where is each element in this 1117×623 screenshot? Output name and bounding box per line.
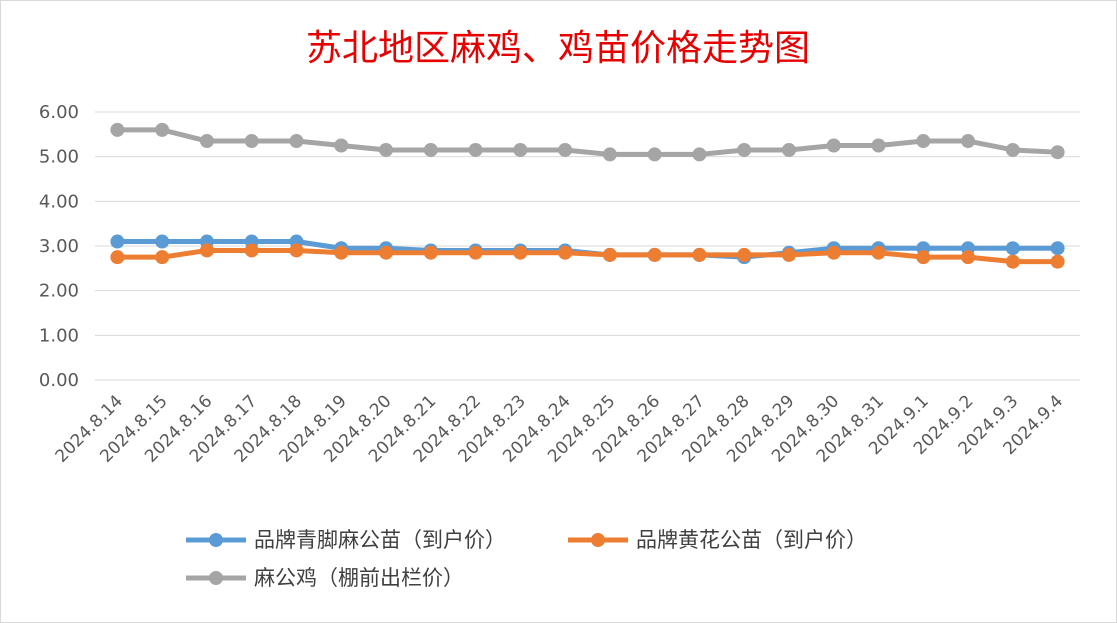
legend-label: 品牌黄花公苗（到户价） [636,528,867,552]
data-point [558,245,573,260]
data-point [468,142,483,157]
data-point [334,138,349,153]
y-tick-label: 4.00 [39,191,79,212]
series-line [114,247,1061,265]
gridlines [95,111,1080,381]
chart-title: 苏北地区麻鸡、鸡苗价格走势图 [306,28,810,69]
data-point [110,122,125,137]
series-lines [110,122,1065,269]
data-point [289,243,304,258]
data-point [826,138,841,153]
data-point [871,138,886,153]
data-point [737,247,752,262]
data-point [826,245,841,260]
data-point [1005,241,1020,256]
y-tick-label: 3.00 [39,236,79,257]
data-point [244,243,259,258]
y-tick-label: 5.00 [39,147,79,168]
y-tick-label: 0.00 [39,370,79,391]
series-line [114,127,1061,157]
legend-item: 品牌青脚麻公苗（到户价） [186,528,506,552]
data-point [244,134,259,149]
data-point [1050,241,1065,256]
data-point [1050,145,1065,160]
data-point [737,142,752,157]
data-point [1050,254,1065,269]
legend-swatch-marker [591,533,605,547]
legend-item: 麻公鸡（棚前出栏价） [186,566,464,590]
y-tick-label: 6.00 [39,102,79,123]
data-point [199,134,214,149]
data-point [647,247,662,262]
data-point [781,247,796,262]
data-point [961,134,976,149]
legend-label: 麻公鸡（棚前出栏价） [254,566,464,590]
data-point [199,243,214,258]
legend-swatch-marker [209,533,223,547]
data-point [379,245,394,260]
data-point [513,142,528,157]
data-point [289,134,304,149]
data-point [692,147,707,162]
y-tick-label: 1.00 [39,325,79,346]
data-point [1005,142,1020,157]
legend-item: 品牌黄花公苗（到户价） [568,528,867,552]
data-point [379,142,394,157]
data-point [110,234,125,249]
data-point [1005,254,1020,269]
legend-swatch-marker [209,571,223,585]
data-point [781,142,796,157]
data-point [155,122,170,137]
data-point [602,147,617,162]
data-point [423,245,438,260]
y-axis-ticks: 0.00 1.00 2.00 3.00 4.00 5.00 6.00 [39,102,79,391]
data-point [558,142,573,157]
data-point [423,142,438,157]
data-point [110,250,125,265]
data-point [961,250,976,265]
data-point [647,147,662,162]
y-tick-label: 2.00 [39,281,79,302]
series-1 [110,243,1065,269]
data-point [916,134,931,149]
data-point [334,245,349,260]
data-point [916,250,931,265]
data-point [602,247,617,262]
data-point [871,245,886,260]
data-point [468,245,483,260]
series-2 [110,122,1065,162]
data-point [155,250,170,265]
legend-label: 品牌青脚麻公苗（到户价） [254,528,506,552]
data-point [513,245,528,260]
legend: 品牌青脚麻公苗（到户价） 品牌黄花公苗（到户价） 麻公鸡（棚前出栏价） [186,528,867,590]
data-point [155,234,170,249]
data-point [692,247,707,262]
